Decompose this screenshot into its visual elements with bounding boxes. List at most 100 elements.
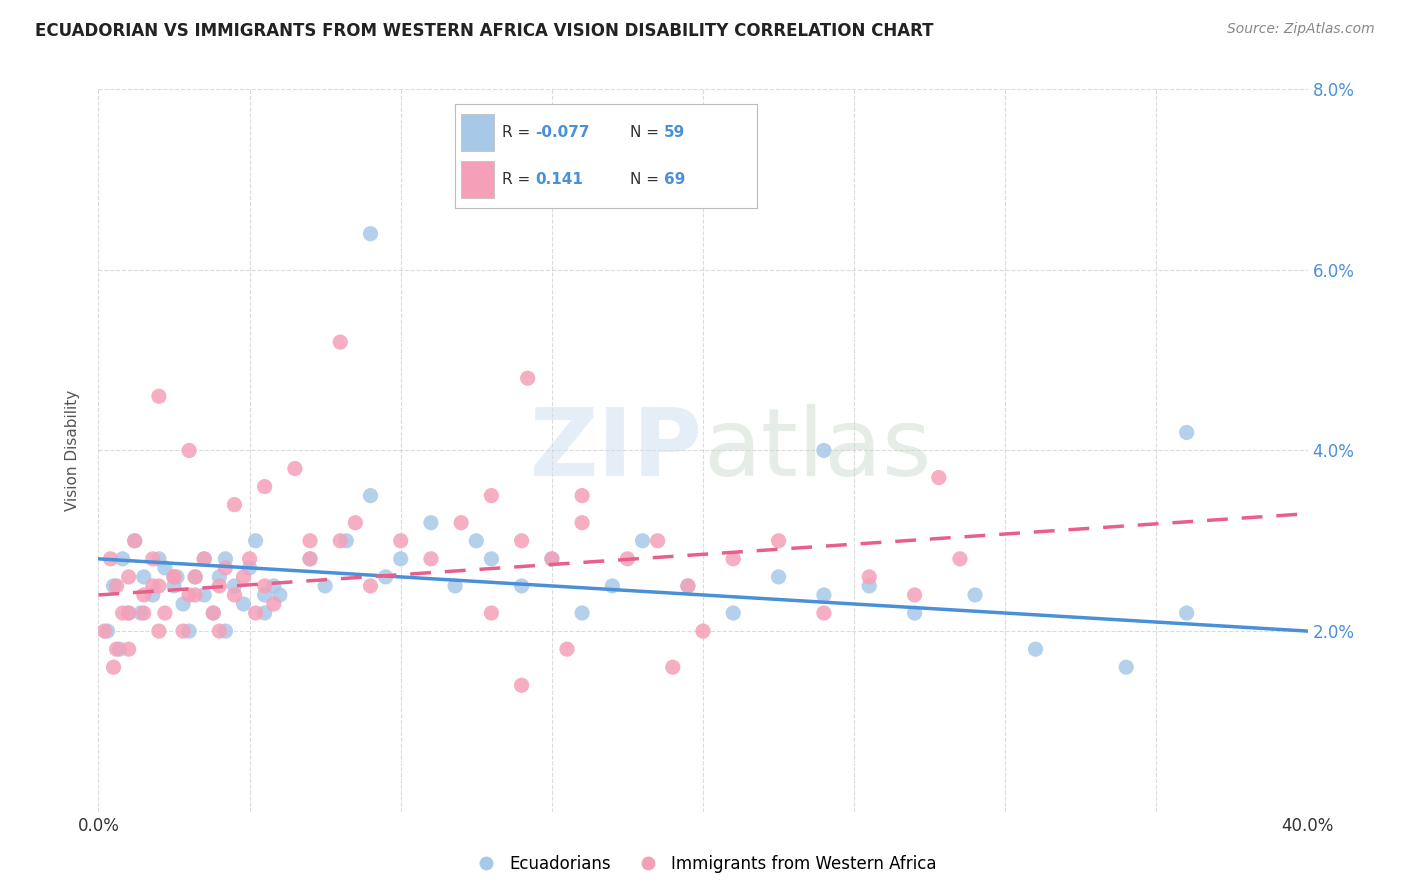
Point — [193, 551, 215, 566]
Point — [148, 624, 170, 639]
Point — [193, 588, 215, 602]
Point — [118, 606, 141, 620]
Point — [481, 489, 503, 503]
Point — [118, 642, 141, 657]
Point — [481, 551, 503, 566]
Point — [360, 489, 382, 503]
Point — [214, 561, 236, 575]
Point — [172, 597, 194, 611]
Text: Source: ZipAtlas.com: Source: ZipAtlas.com — [1227, 22, 1375, 37]
Point — [132, 588, 155, 602]
Point — [208, 624, 231, 639]
Point — [631, 533, 654, 548]
Point — [299, 533, 322, 548]
Point — [148, 579, 170, 593]
Text: atlas: atlas — [703, 404, 931, 497]
Point — [184, 588, 207, 602]
Point — [239, 561, 262, 575]
Legend: Ecuadorians, Immigrants from Western Africa: Ecuadorians, Immigrants from Western Afr… — [463, 848, 943, 880]
Point — [253, 606, 276, 620]
Point — [179, 443, 201, 458]
Point — [96, 624, 118, 639]
Point — [344, 516, 367, 530]
Point — [214, 624, 236, 639]
Point — [510, 678, 533, 692]
Point — [105, 642, 128, 657]
Point — [148, 389, 170, 403]
Point — [299, 551, 322, 566]
Point — [329, 533, 352, 548]
Point — [184, 570, 207, 584]
Point — [105, 579, 128, 593]
Point — [723, 551, 745, 566]
Point — [111, 551, 134, 566]
Point — [858, 570, 880, 584]
Point — [949, 551, 972, 566]
Point — [118, 606, 141, 620]
Point — [224, 498, 246, 512]
Point — [184, 570, 207, 584]
Point — [510, 579, 533, 593]
Point — [153, 606, 176, 620]
Point — [148, 551, 170, 566]
Point — [676, 579, 699, 593]
Point — [263, 579, 285, 593]
Point — [232, 570, 254, 584]
Point — [100, 551, 122, 566]
Point — [142, 579, 165, 593]
Point — [965, 588, 987, 602]
Point — [245, 606, 267, 620]
Text: ZIP: ZIP — [530, 404, 703, 497]
Point — [389, 551, 412, 566]
Point — [1175, 425, 1198, 440]
Point — [224, 588, 246, 602]
Point — [928, 470, 950, 484]
Point — [129, 606, 152, 620]
Point — [284, 461, 307, 475]
Point — [118, 570, 141, 584]
Point — [1115, 660, 1137, 674]
Point — [602, 579, 624, 593]
Point — [93, 624, 115, 639]
Point — [124, 533, 146, 548]
Point — [676, 579, 699, 593]
Point — [232, 597, 254, 611]
Point — [1175, 606, 1198, 620]
Point — [389, 533, 412, 548]
Point — [420, 516, 443, 530]
Point — [555, 642, 578, 657]
Point — [540, 551, 562, 566]
Point — [813, 606, 835, 620]
Point — [571, 489, 593, 503]
Point — [904, 588, 927, 602]
Point — [202, 606, 225, 620]
Point — [360, 579, 382, 593]
Point — [299, 551, 322, 566]
Point — [692, 624, 714, 639]
Text: ECUADORIAN VS IMMIGRANTS FROM WESTERN AFRICA VISION DISABILITY CORRELATION CHART: ECUADORIAN VS IMMIGRANTS FROM WESTERN AF… — [35, 22, 934, 40]
Point — [420, 551, 443, 566]
Point — [208, 570, 231, 584]
Point — [465, 533, 488, 548]
Point — [329, 334, 352, 349]
Point — [813, 443, 835, 458]
Point — [179, 588, 201, 602]
Point — [132, 606, 155, 620]
Point — [768, 570, 790, 584]
Point — [374, 570, 396, 584]
Point — [253, 579, 276, 593]
Point — [108, 642, 131, 657]
Point — [163, 570, 186, 584]
Point — [208, 579, 231, 593]
Point — [163, 579, 186, 593]
Point — [142, 551, 165, 566]
Point — [450, 516, 472, 530]
Point — [163, 570, 186, 584]
Point — [516, 371, 538, 385]
Point — [858, 579, 880, 593]
Point — [142, 588, 165, 602]
Point — [904, 606, 927, 620]
Point — [335, 533, 357, 548]
Point — [269, 588, 291, 602]
Point — [481, 606, 503, 620]
